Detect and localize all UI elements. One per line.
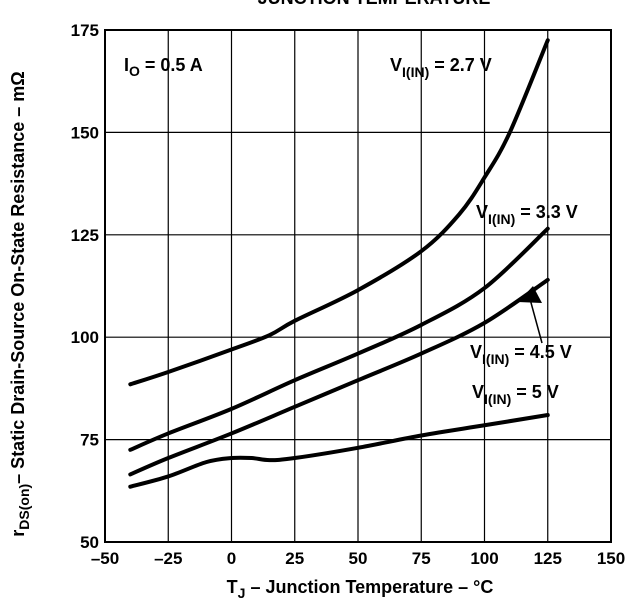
series-label-5v: VI(IN) = 5 V xyxy=(472,382,559,407)
y-tick-label: 100 xyxy=(71,328,99,347)
x-tick-label: 150 xyxy=(597,549,625,568)
y-tick-label: 75 xyxy=(80,431,99,450)
series-line-3 xyxy=(128,413,550,489)
plot-frame xyxy=(104,29,612,543)
series-lines xyxy=(128,38,550,489)
series-label-2-7v: VI(IN) = 2.7 V xyxy=(390,55,492,80)
x-tick-label: –50 xyxy=(91,549,119,568)
chart-title: JUNCTION TEMPERATURE xyxy=(258,0,491,8)
x-tick-label: 25 xyxy=(285,549,304,568)
y-axis-title: rDS(on)– Static Drain-Source On-State Re… xyxy=(8,71,32,536)
x-tick-label: 100 xyxy=(470,549,498,568)
series-label-3-3v: VI(IN) = 3.3 V xyxy=(476,202,578,227)
series-line-0 xyxy=(128,38,550,387)
x-tick-label: 0 xyxy=(227,549,236,568)
label-leader-line xyxy=(529,298,543,344)
y-tick-label: 175 xyxy=(71,21,99,40)
series-label-4-5v: VI(IN) = 4.5 V xyxy=(470,342,572,367)
current-annotation: IO = 0.5 A xyxy=(124,55,203,79)
label-leader-arrowhead xyxy=(518,286,542,303)
y-tick-label: 50 xyxy=(80,533,99,552)
series-line-2 xyxy=(128,277,550,477)
y-tick-labels: 50 75 100 125 150 175 xyxy=(71,21,99,552)
series-line-1 xyxy=(128,226,550,452)
y-tick-label: 125 xyxy=(71,226,99,245)
x-axis-title: TJ – Junction Temperature – °C xyxy=(227,577,494,601)
x-tick-label: 50 xyxy=(349,549,368,568)
x-tick-labels: –50 –25 0 25 50 75 100 125 150 xyxy=(91,549,625,568)
x-tick-label: –25 xyxy=(154,549,182,568)
y-tick-label: 150 xyxy=(71,123,99,142)
x-tick-label: 75 xyxy=(412,549,431,568)
x-tick-label: 125 xyxy=(534,549,562,568)
grid xyxy=(104,29,612,543)
